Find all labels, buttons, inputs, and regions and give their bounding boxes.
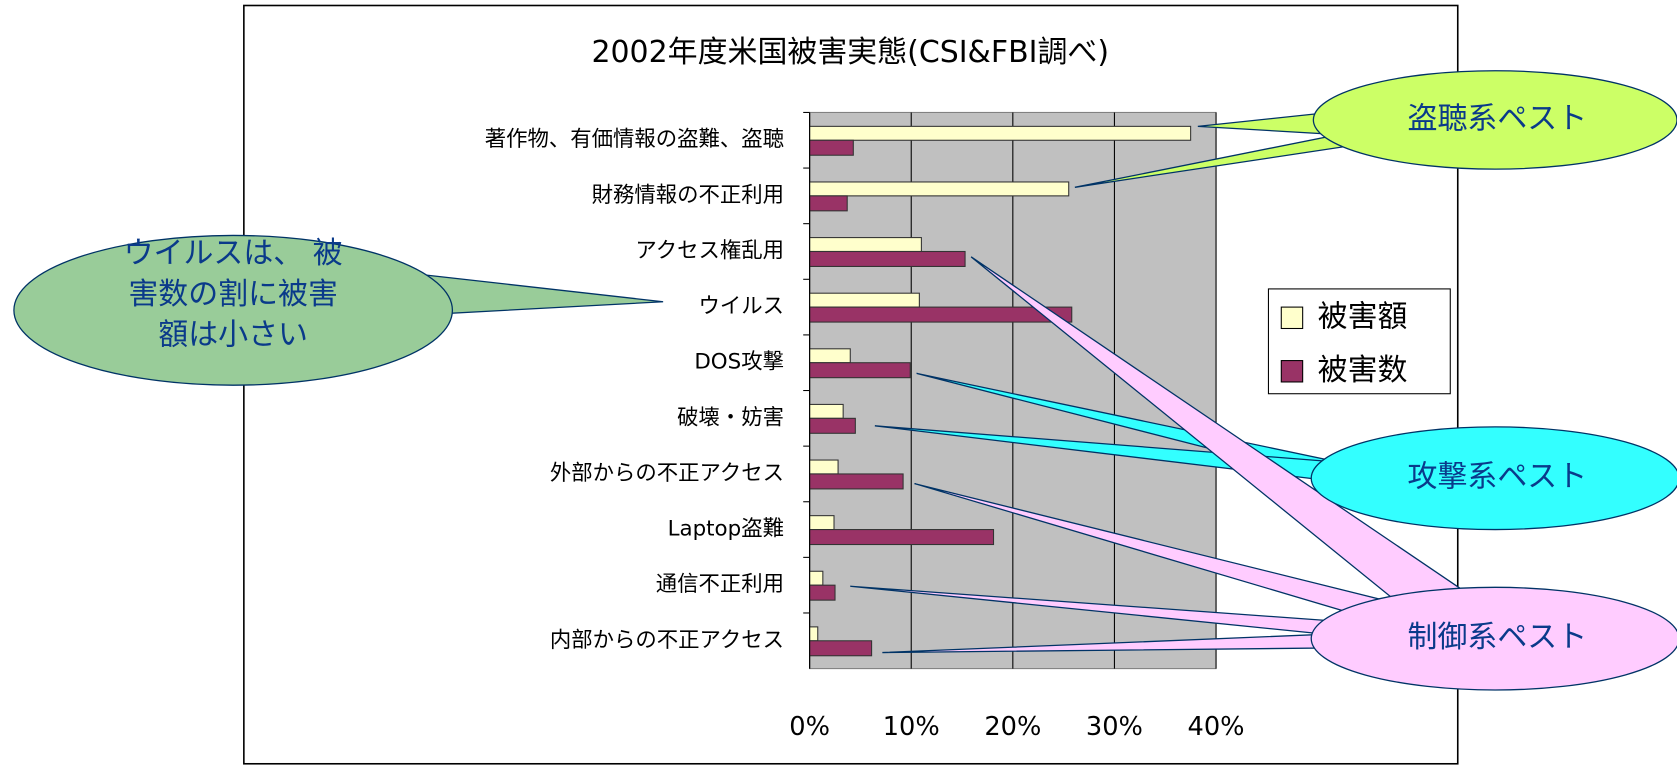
bar xyxy=(809,195,848,212)
callout-bubble xyxy=(1310,426,1677,531)
chart-title: 2002年度米国被害実態(CSI&FBI調べ) xyxy=(591,35,1109,70)
x-tick-label: 20% xyxy=(984,712,1041,742)
x-tick-label: 30% xyxy=(1086,712,1143,742)
bar xyxy=(809,403,844,419)
y-tick-label: Laptop盗難 xyxy=(668,517,784,542)
bar xyxy=(809,306,1073,323)
bar xyxy=(809,584,836,601)
bar xyxy=(809,181,1070,197)
bar xyxy=(809,640,873,657)
legend-label: 被害額 xyxy=(1318,299,1408,334)
callout-text: 盗聴系ペスト xyxy=(1408,101,1588,136)
y-tick-label: 財務情報の不正利用 xyxy=(592,183,784,208)
x-tick-label: 40% xyxy=(1188,712,1245,742)
y-tick-label: 通信不正利用 xyxy=(656,572,784,597)
bar xyxy=(809,570,824,586)
y-tick-label: 内部からの不正アクセス xyxy=(550,628,784,653)
bar xyxy=(809,473,904,490)
callout-bubble xyxy=(1312,70,1677,170)
callout-text: ウイルスは、 被 xyxy=(124,236,343,271)
callout-bubble xyxy=(13,234,454,386)
x-tick-label: 0% xyxy=(789,712,830,742)
y-tick-label: ウイルス xyxy=(698,294,784,319)
callout-bubble xyxy=(1310,586,1677,691)
legend-label: 被害数 xyxy=(1318,353,1408,388)
bar xyxy=(809,237,922,253)
bar xyxy=(809,529,995,546)
legend-swatch xyxy=(1280,306,1304,330)
bar xyxy=(809,292,920,308)
y-tick-label: 破壊・妨害 xyxy=(677,405,784,430)
callout-text: 害数の割に被害 xyxy=(128,277,338,312)
callout-text: 額は小さい xyxy=(158,317,308,352)
callout-text: 制御系ペスト xyxy=(1408,620,1588,655)
bar xyxy=(809,125,1192,141)
bar xyxy=(809,515,835,531)
bar xyxy=(809,417,856,434)
y-tick-label: DOS攻撃 xyxy=(694,350,784,375)
callout-text: 攻撃系ペスト xyxy=(1408,460,1588,495)
bar xyxy=(809,250,966,267)
y-tick-label: 著作物、有価情報の盗難、盗聴 xyxy=(485,127,784,152)
legend-swatch xyxy=(1280,360,1304,383)
bar xyxy=(809,348,851,364)
bar xyxy=(809,459,839,475)
y-tick-label: 外部からの不正アクセス xyxy=(550,461,784,486)
y-tick-label: アクセス権乱用 xyxy=(635,238,784,263)
bar xyxy=(809,139,854,156)
bar xyxy=(809,626,819,642)
x-tick-label: 10% xyxy=(883,712,940,742)
bar xyxy=(809,362,911,379)
